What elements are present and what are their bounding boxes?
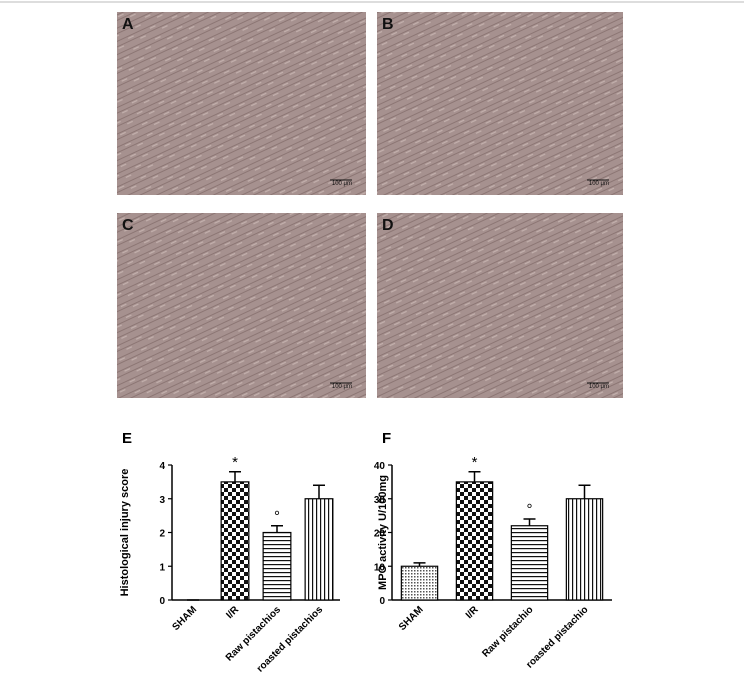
y-tick-label: 10 — [374, 562, 386, 573]
x-tick-label: roasted pistachio — [524, 604, 590, 670]
panel-label: E — [122, 430, 132, 447]
error-bar — [523, 518, 536, 526]
significance-marker: * — [232, 454, 238, 471]
micrograph — [117, 12, 366, 195]
panel-label: F — [382, 430, 391, 447]
error-bar — [468, 471, 481, 482]
y-tick-label: 0 — [159, 596, 165, 607]
error-bar — [229, 471, 241, 482]
x-tick-label: SHAM — [171, 604, 200, 633]
bar — [455, 481, 494, 601]
panel-label: B — [382, 16, 394, 33]
bar — [510, 525, 549, 601]
significance-marker: ° — [274, 508, 280, 525]
micrograph — [117, 213, 366, 398]
error-bar — [271, 525, 283, 533]
error-bar — [313, 484, 325, 499]
bar — [220, 481, 250, 601]
bar — [565, 498, 604, 601]
x-tick-label: I/R — [464, 604, 481, 621]
y-tick-label: 2 — [159, 529, 165, 540]
panel-label: C — [122, 217, 134, 234]
error-bar — [578, 484, 591, 499]
significance-marker: ° — [527, 501, 533, 518]
x-tick-label: I/R — [224, 604, 241, 621]
y-tick-label: 30 — [374, 495, 386, 506]
significance-marker: * — [472, 454, 478, 471]
x-tick-label: SHAM — [397, 604, 426, 633]
bar — [262, 531, 292, 601]
y-tick-label: 4 — [159, 461, 165, 472]
panel-label: D — [382, 217, 394, 234]
bar — [304, 498, 334, 601]
y-tick-label: 0 — [379, 596, 385, 607]
panel-label: A — [122, 16, 134, 33]
error-bar — [413, 562, 426, 567]
bar — [400, 565, 439, 601]
micrograph — [377, 12, 623, 195]
y-tick-label: 40 — [374, 461, 386, 472]
y-tick-label: 1 — [159, 562, 165, 573]
scale-label: 100 μm — [332, 181, 352, 187]
scale-label: 100 μm — [332, 384, 352, 390]
x-tick-label: Raw pistachio — [480, 604, 535, 659]
y-axis-label: Histological injury score — [119, 469, 131, 597]
micrograph — [377, 213, 623, 398]
scale-label: 100 μm — [589, 181, 609, 187]
y-tick-label: 20 — [374, 529, 386, 540]
y-tick-label: 3 — [159, 495, 165, 506]
y-axis-label: MPO activity U/100mg — [377, 475, 389, 590]
scale-label: 100 μm — [589, 384, 609, 390]
